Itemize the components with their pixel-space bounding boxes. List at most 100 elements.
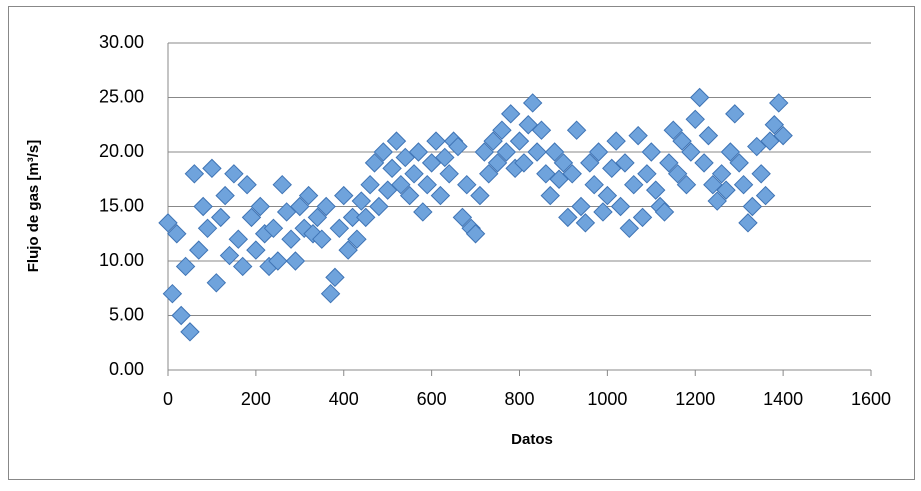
point — [369, 196, 389, 217]
point — [606, 131, 626, 151]
point — [373, 142, 394, 162]
point — [452, 207, 473, 228]
x-tick-label: 1600 — [851, 389, 891, 409]
point — [268, 251, 288, 271]
point — [751, 164, 771, 184]
point — [465, 224, 486, 244]
point — [580, 153, 600, 173]
point — [281, 229, 301, 249]
point — [162, 283, 183, 304]
point — [509, 131, 530, 151]
point — [553, 153, 574, 173]
point — [391, 174, 411, 195]
point — [527, 142, 547, 162]
point — [725, 104, 745, 124]
point — [588, 142, 609, 162]
point — [430, 185, 451, 206]
point — [334, 185, 354, 206]
x-tick-label: 0 — [163, 389, 173, 409]
point — [764, 115, 785, 135]
point — [250, 196, 270, 217]
point — [307, 207, 328, 228]
point — [645, 180, 666, 200]
point — [175, 256, 196, 277]
point — [325, 267, 345, 288]
point — [641, 142, 662, 162]
point — [246, 240, 266, 260]
point — [544, 142, 565, 162]
point — [360, 174, 380, 195]
point — [685, 109, 705, 130]
x-tick-label: 1000 — [587, 389, 627, 409]
y-tick-label: 30.00 — [99, 32, 144, 52]
point — [676, 174, 697, 195]
x-tick-label: 400 — [329, 389, 359, 409]
point — [189, 240, 209, 260]
point — [720, 142, 741, 162]
point — [522, 93, 543, 113]
x-tick-label: 1400 — [763, 389, 803, 409]
point — [773, 125, 793, 146]
point — [285, 251, 306, 271]
point — [738, 213, 758, 233]
point — [167, 224, 187, 244]
point — [514, 153, 534, 173]
point — [197, 218, 218, 239]
point — [562, 164, 582, 184]
point — [404, 164, 424, 184]
point — [470, 185, 490, 206]
point — [672, 131, 692, 151]
point — [755, 185, 776, 206]
y-tick-label: 20.00 — [99, 141, 144, 161]
point — [733, 174, 754, 195]
point — [386, 131, 407, 151]
y-tick-label: 5.00 — [109, 304, 144, 324]
point — [290, 196, 310, 217]
point — [571, 196, 591, 217]
point — [575, 213, 596, 233]
point — [654, 202, 675, 222]
point — [681, 142, 701, 162]
point — [628, 125, 648, 146]
x-tick-label: 200 — [241, 389, 271, 409]
point — [698, 125, 719, 146]
point — [193, 196, 213, 217]
point — [558, 207, 578, 228]
x-tick-label: 1200 — [675, 389, 715, 409]
point — [531, 120, 552, 140]
point — [426, 131, 446, 151]
point — [342, 207, 363, 228]
point — [347, 229, 367, 249]
point — [479, 164, 499, 184]
point — [171, 305, 191, 326]
point — [184, 164, 205, 184]
point — [356, 207, 376, 228]
point — [399, 185, 420, 206]
point — [263, 218, 284, 239]
point — [716, 180, 736, 200]
point — [632, 207, 653, 228]
point — [303, 224, 323, 244]
y-tick-label: 25.00 — [99, 86, 144, 106]
point — [540, 185, 560, 206]
x-tick-label: 600 — [417, 389, 447, 409]
point — [729, 153, 749, 173]
point — [492, 120, 512, 140]
point — [496, 142, 517, 162]
point — [663, 120, 683, 140]
point — [417, 174, 437, 195]
point — [272, 174, 292, 195]
point — [224, 164, 244, 184]
x-tick-label: 800 — [504, 389, 534, 409]
point — [439, 164, 459, 184]
point — [329, 218, 350, 239]
point — [180, 322, 200, 342]
point — [667, 164, 688, 184]
point — [237, 174, 257, 195]
point — [228, 229, 249, 249]
point — [689, 87, 710, 108]
point — [312, 229, 332, 249]
point — [241, 207, 262, 228]
y-tick-label: 10.00 — [99, 250, 144, 270]
